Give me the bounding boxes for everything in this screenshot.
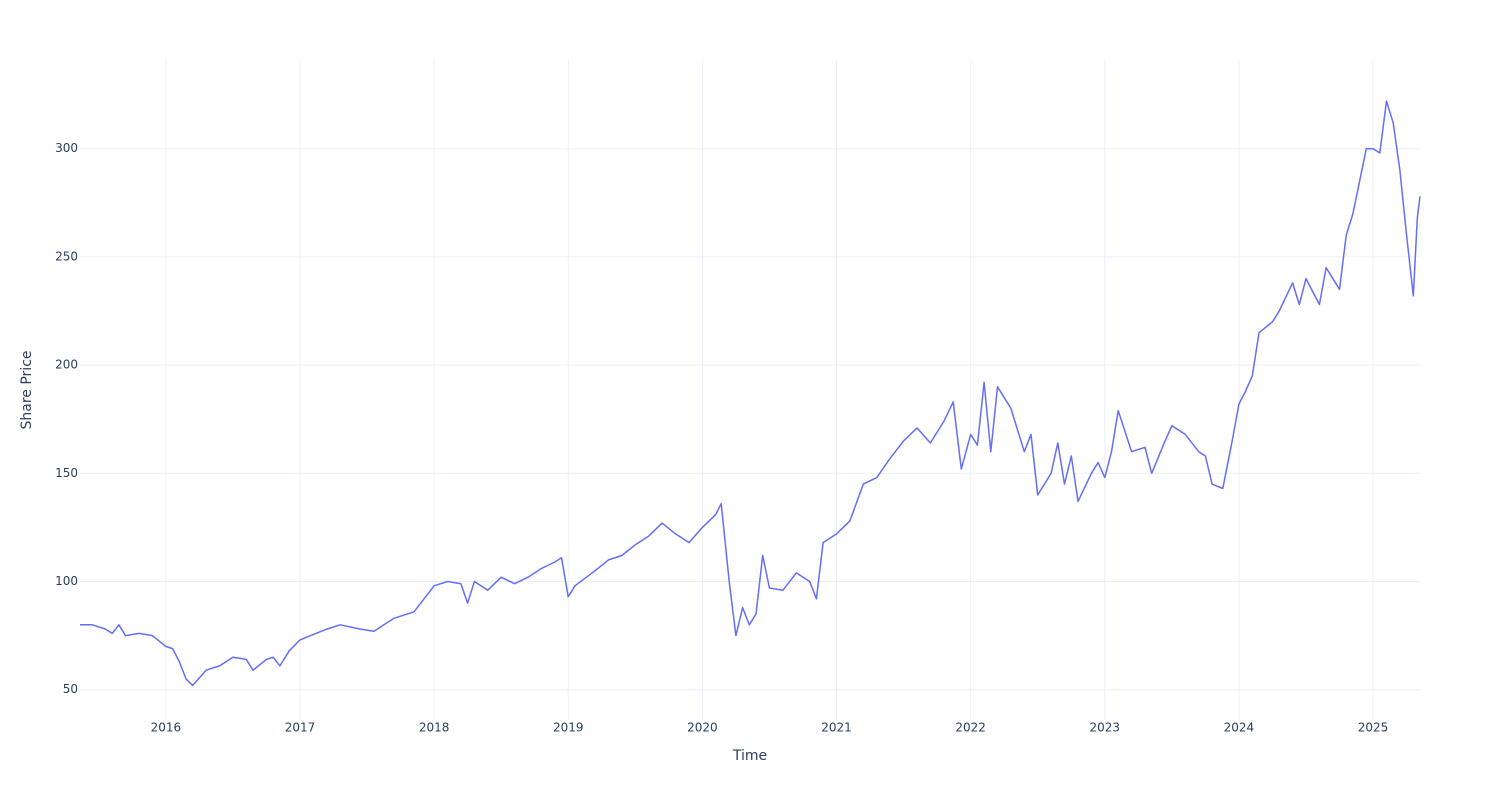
y-tick-label: 250 — [55, 249, 78, 263]
x-tick-label: 2024 — [1224, 721, 1255, 735]
x-axis-title: Time — [732, 748, 767, 764]
y-tick-label: 150 — [55, 466, 78, 480]
x-tick-label: 2020 — [687, 721, 718, 735]
y-tick-label: 100 — [55, 574, 78, 588]
x-tick-label: 2022 — [955, 721, 986, 735]
x-tick-label: 2016 — [151, 721, 182, 735]
x-tick-label: 2021 — [821, 721, 852, 735]
y-tick-label: 300 — [55, 141, 78, 155]
price-line — [80, 100, 1421, 687]
x-tick-label: 2019 — [553, 721, 584, 735]
x-tick-label: 2017 — [285, 721, 316, 735]
y-tick-label: 50 — [63, 682, 78, 696]
y-axis-title: Share Price — [19, 350, 35, 429]
x-tick-label: 2023 — [1090, 721, 1121, 735]
y-tick-label: 200 — [55, 358, 78, 372]
x-tick-label: 2018 — [419, 721, 450, 735]
x-tick-label: 2025 — [1358, 721, 1389, 735]
